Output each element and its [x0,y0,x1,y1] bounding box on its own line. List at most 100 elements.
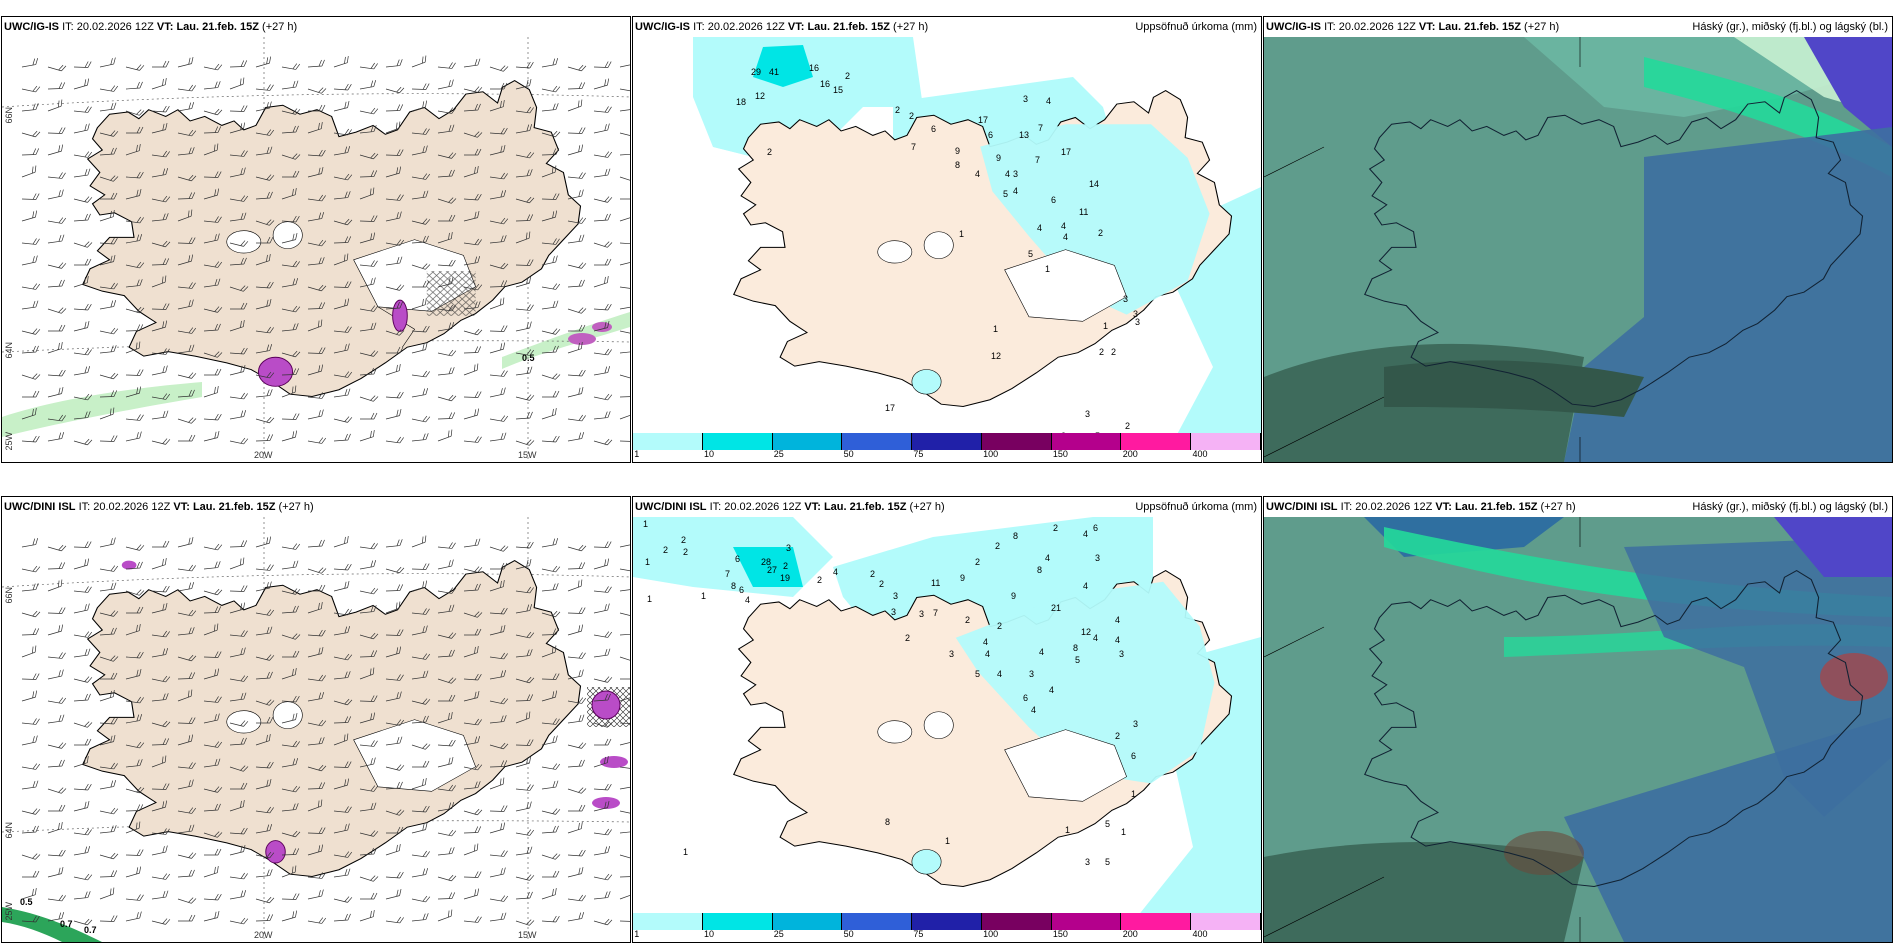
wind-label: 0.7 [84,925,97,935]
wind-barb [515,259,534,266]
wind-barb [463,583,481,592]
wind-barb [359,650,378,658]
wind-barb [73,78,90,90]
wind-barb [593,438,613,446]
precip-value-label: 41 [769,67,779,77]
wind-barb [307,194,326,202]
wind-barb [541,673,560,680]
wind-barb [463,826,482,834]
wind-barb [21,193,40,200]
wind-barb [21,283,41,290]
wind-barb [619,887,630,900]
wind-barb [99,915,118,922]
wind-barb [567,849,586,857]
wind-barb [99,852,119,860]
wind-barb [619,147,630,156]
precip-value-label: 3 [1135,317,1140,327]
wind-barb [567,544,587,552]
wind-barb [203,713,220,724]
wind-barb [359,587,379,595]
precip-value-label: 1 [701,591,706,601]
wind-barb [463,131,483,138]
precip-value-label: 14 [1089,179,1099,189]
wind-barb [333,343,350,354]
panel-right-title: Uppsöfnuð úrkoma (mm) [1135,21,1257,33]
wind-barb [307,212,325,222]
precip-value-label: 1 [1065,825,1070,835]
wind-barb [230,782,248,790]
colorbar-tick-label: 150 [1052,449,1068,459]
wind-barb [333,281,352,288]
wind-barb [463,888,480,900]
wind-barb [308,584,326,592]
wind-barb [359,367,377,376]
precip-value-label: 4 [1063,232,1068,242]
wind-barb [619,807,630,815]
wind-barb [47,624,64,636]
precip-value-label: 7 [1038,123,1043,133]
wind-barb [203,588,223,596]
wind-barb [229,585,248,592]
wind-barb [515,586,534,594]
wind-barb [99,762,118,770]
wind-barb [21,628,40,636]
wind-barb [593,393,613,401]
wind-barb [255,434,274,442]
wind-barb [359,740,378,747]
wind-barb [333,416,353,423]
precip-value-label: 5 [1105,857,1110,867]
wind-barb [229,827,248,835]
wind-barb [619,209,630,222]
wind-barb [463,916,482,923]
wind-barb [515,214,534,222]
wind-barb [333,653,353,661]
wind-barb [47,262,67,269]
wind-barb [307,59,325,68]
wind-barb [359,80,377,90]
colorbar-swatch [1121,913,1192,930]
wind-barb [73,800,90,812]
wind-barb [255,371,275,379]
wind-barb [281,893,300,900]
wind-barb [151,918,171,925]
colorbar-swatch [702,433,773,450]
wind-barb [333,563,352,571]
precip-value-label: 4 [975,169,980,179]
wind-barb [515,784,534,791]
wind-barb [151,303,170,310]
wind-barb [73,303,92,311]
wind-barb [594,738,612,746]
wind-barb [359,802,377,812]
wind-barb [593,755,609,768]
wind-barb [203,306,223,313]
wind-barb [541,255,558,266]
wind-barb [411,868,429,878]
wind-barb [177,869,195,878]
wind-barb [541,718,560,725]
wind-barb [567,386,584,398]
precip-value-label: 4 [1083,529,1088,539]
wind-barb [307,364,324,376]
wind-barb [489,415,509,422]
wind-barb [151,122,168,134]
wind-barb [541,735,558,746]
wind-barb [151,557,167,570]
wind-barb [177,654,197,662]
wind-barb [255,733,271,746]
wind-barb [99,435,118,442]
wind-barb [177,344,195,354]
wind-barb [437,367,455,376]
wind-barb [619,582,630,592]
colorbar-swatch [912,913,982,930]
wind-barb [47,742,67,749]
wind-barb [385,674,404,681]
wind-barb [47,714,65,724]
wind-barb [177,389,195,398]
wind-barb [281,215,300,223]
wind-barb [151,240,171,248]
wind-barb [73,755,89,768]
wind-barb [99,407,115,420]
precip-value-label: 7 [933,608,938,618]
wind-barb [359,847,377,856]
wind-barb [463,611,483,618]
